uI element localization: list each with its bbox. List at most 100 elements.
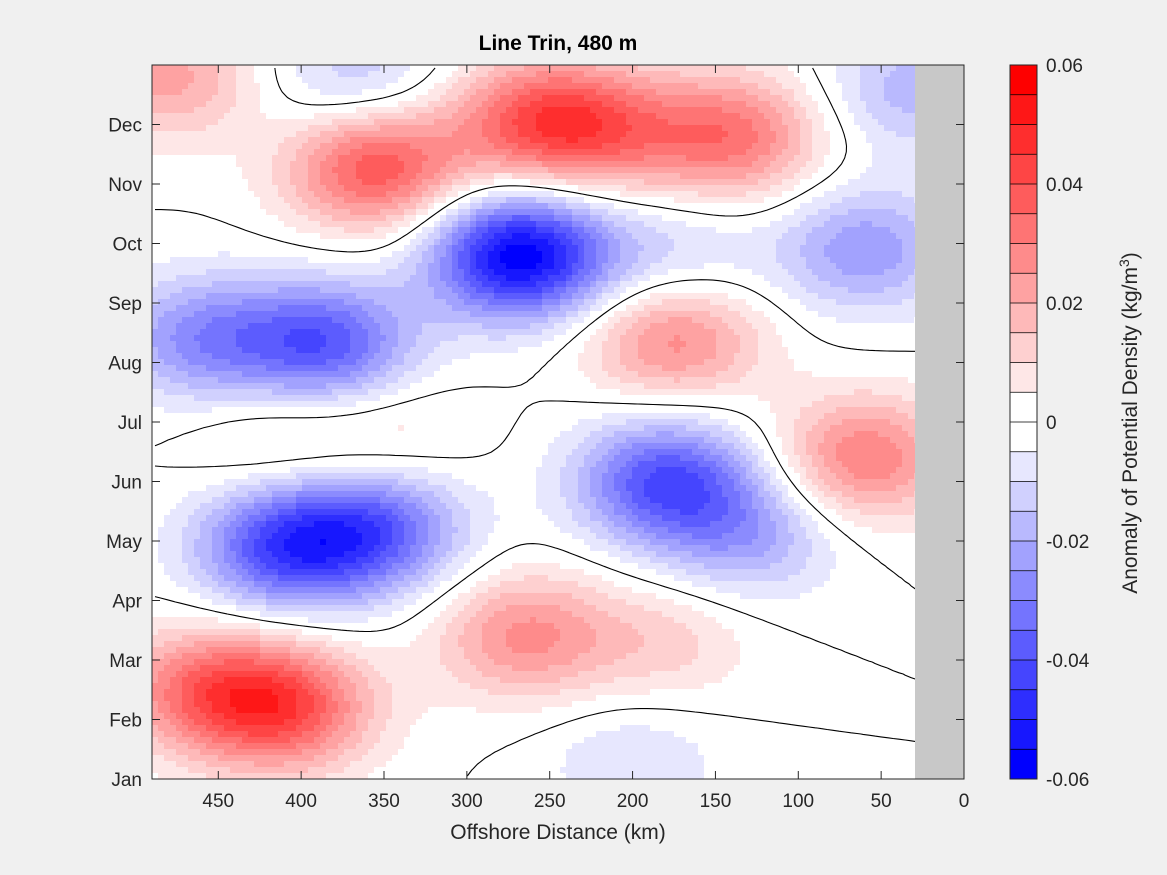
field-cell — [164, 239, 171, 246]
field-cell — [398, 125, 405, 132]
field-cell — [152, 245, 159, 252]
field-cell — [464, 179, 471, 186]
field-cell — [626, 71, 633, 78]
field-cell — [464, 107, 471, 114]
field-cell — [704, 281, 711, 288]
field-cell — [872, 101, 879, 108]
field-cell — [224, 149, 231, 156]
field-cell — [176, 239, 183, 246]
field-cell — [476, 125, 483, 132]
field-cell — [842, 221, 849, 228]
field-cell — [488, 263, 495, 270]
field-cell — [440, 131, 447, 138]
field-cell — [416, 113, 423, 120]
field-cell — [512, 137, 519, 144]
field-cell — [902, 137, 909, 144]
field-cell — [746, 257, 753, 264]
field-cell — [452, 149, 459, 156]
field-cell — [410, 155, 417, 162]
field-cell — [302, 269, 309, 276]
field-cell — [854, 215, 861, 222]
field-cell — [578, 233, 585, 240]
field-cell — [290, 119, 297, 126]
field-cell — [374, 221, 381, 228]
field-cell — [770, 209, 777, 216]
field-cell — [458, 107, 465, 114]
field-cell — [320, 263, 327, 270]
field-cell — [218, 179, 225, 186]
field-cell — [512, 233, 519, 240]
field-cell — [434, 167, 441, 174]
field-cell — [746, 119, 753, 126]
field-cell — [890, 95, 897, 102]
field-cell — [590, 257, 597, 264]
field-cell — [536, 269, 543, 276]
field-cell — [476, 185, 483, 192]
field-cell — [638, 233, 645, 240]
field-cell — [626, 185, 633, 192]
field-cell — [482, 215, 489, 222]
field-cell — [608, 245, 615, 252]
field-cell — [416, 239, 423, 246]
field-cell — [698, 209, 705, 216]
field-cell — [398, 95, 405, 102]
field-cell — [266, 209, 273, 216]
field-cell — [254, 245, 261, 252]
field-cell — [518, 107, 525, 114]
field-cell — [350, 149, 357, 156]
field-cell — [464, 239, 471, 246]
field-cell — [524, 251, 531, 258]
field-cell — [626, 293, 633, 300]
field-cell — [572, 125, 579, 132]
field-cell — [782, 245, 789, 252]
field-cell — [440, 215, 447, 222]
field-cell — [842, 233, 849, 240]
field-cell — [458, 275, 465, 282]
field-cell — [386, 95, 393, 102]
field-cell — [782, 71, 789, 78]
field-cell — [872, 71, 879, 78]
field-cell — [746, 185, 753, 192]
field-cell — [164, 83, 171, 90]
field-cell — [176, 83, 183, 90]
field-cell — [650, 281, 657, 288]
field-cell — [212, 269, 219, 276]
field-cell — [254, 155, 261, 162]
field-cell — [296, 209, 303, 216]
field-cell — [632, 239, 639, 246]
field-cell — [872, 263, 879, 270]
field-cell — [656, 143, 663, 150]
field-cell — [650, 71, 657, 78]
field-cell — [242, 161, 249, 168]
field-cell — [758, 227, 765, 234]
field-cell — [848, 95, 855, 102]
field-cell — [374, 83, 381, 90]
field-cell — [518, 233, 525, 240]
field-cell — [584, 113, 591, 120]
field-cell — [542, 197, 549, 204]
field-cell — [290, 179, 297, 186]
field-cell — [638, 143, 645, 150]
field-cell — [212, 215, 219, 222]
field-cell — [902, 125, 909, 132]
field-cell — [398, 257, 405, 264]
field-cell — [386, 155, 393, 162]
field-cell — [236, 143, 243, 150]
field-cell — [440, 101, 447, 108]
field-cell — [740, 173, 747, 180]
field-cell — [464, 143, 471, 150]
field-cell — [554, 287, 561, 294]
field-cell — [302, 293, 309, 300]
field-cell — [854, 203, 861, 210]
field-cell — [434, 137, 441, 144]
field-cell — [374, 197, 381, 204]
field-cell — [332, 221, 339, 228]
field-cell — [632, 89, 639, 96]
field-cell — [734, 101, 741, 108]
field-cell — [638, 245, 645, 252]
field-cell — [734, 191, 741, 198]
field-cell — [878, 245, 885, 252]
field-cell — [350, 257, 357, 264]
field-cell — [254, 119, 261, 126]
field-cell — [158, 185, 165, 192]
